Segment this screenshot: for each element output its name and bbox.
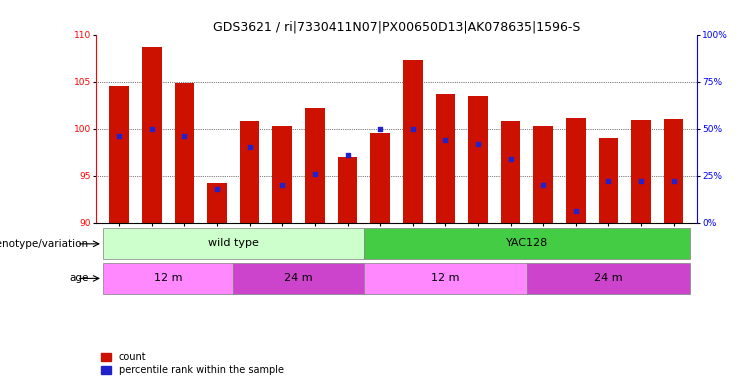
Bar <box>110 86 129 223</box>
Bar <box>436 94 455 223</box>
Bar <box>338 157 357 223</box>
Bar <box>305 108 325 223</box>
Point <box>472 141 484 147</box>
Point <box>407 126 419 132</box>
Bar <box>103 263 233 294</box>
Text: genotype/variation: genotype/variation <box>0 239 89 249</box>
Point <box>668 178 679 184</box>
Bar <box>207 183 227 223</box>
Bar <box>364 228 690 260</box>
Point <box>537 182 549 188</box>
Bar <box>103 228 364 260</box>
Bar <box>527 263 690 294</box>
Text: 12 m: 12 m <box>154 273 182 283</box>
Bar <box>364 263 527 294</box>
Point <box>635 178 647 184</box>
Bar <box>534 126 553 223</box>
Point <box>244 144 256 151</box>
Point <box>570 209 582 215</box>
Text: 24 m: 24 m <box>594 273 622 283</box>
Bar <box>240 121 259 223</box>
Point <box>276 182 288 188</box>
Point <box>439 137 451 143</box>
Bar <box>273 126 292 223</box>
Bar <box>566 118 585 223</box>
Point <box>113 133 125 139</box>
Text: age: age <box>70 273 89 283</box>
Text: 24 m: 24 m <box>285 273 313 283</box>
Bar <box>403 60 422 223</box>
Point <box>505 156 516 162</box>
Bar <box>233 263 364 294</box>
Bar <box>142 47 162 223</box>
Text: YAC128: YAC128 <box>506 238 548 248</box>
Bar <box>599 138 618 223</box>
Point <box>342 152 353 158</box>
Legend: count, percentile rank within the sample: count, percentile rank within the sample <box>102 353 284 375</box>
Bar <box>631 120 651 223</box>
Text: wild type: wild type <box>208 238 259 248</box>
Bar <box>175 83 194 223</box>
Point <box>309 171 321 177</box>
Point <box>602 178 614 184</box>
Point <box>374 126 386 132</box>
Point <box>211 186 223 192</box>
Bar <box>468 96 488 223</box>
Point <box>179 133 190 139</box>
Text: 12 m: 12 m <box>431 273 459 283</box>
Bar <box>501 121 520 223</box>
Bar <box>370 133 390 223</box>
Title: GDS3621 / ri|7330411N07|PX00650D13|AK078635|1596-S: GDS3621 / ri|7330411N07|PX00650D13|AK078… <box>213 20 580 33</box>
Bar <box>664 119 683 223</box>
Point <box>146 126 158 132</box>
